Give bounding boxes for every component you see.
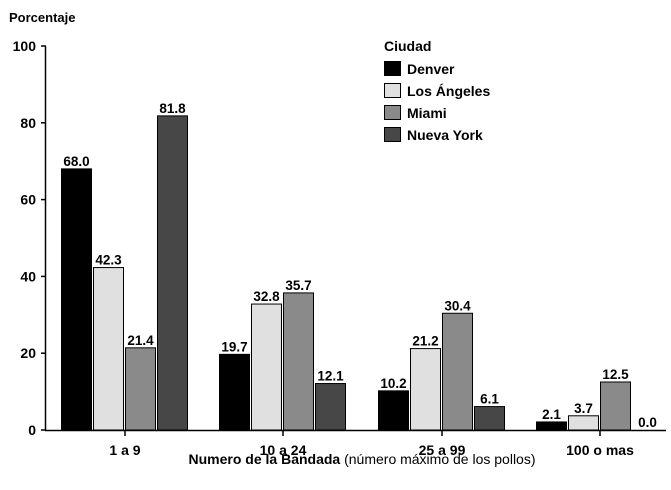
data-label: 0.0 bbox=[638, 415, 657, 430]
legend-title: Ciudad bbox=[384, 38, 431, 54]
y-ticks: 0 20 40 60 80 100 bbox=[13, 38, 46, 438]
bar-denver bbox=[61, 168, 92, 431]
x-tick-label: 1 a 9 bbox=[109, 442, 140, 458]
data-label: 2.1 bbox=[542, 407, 561, 422]
bar-nueva-york bbox=[315, 383, 346, 431]
bar-miami bbox=[442, 312, 473, 431]
x-tick-label: 10 a 24 bbox=[260, 442, 307, 458]
legend-label: Denver bbox=[407, 61, 455, 77]
legend-swatch bbox=[384, 61, 401, 76]
x-axis-title: Numero de la Bandada (número máximo de l… bbox=[189, 451, 536, 467]
y-tick-label: 20 bbox=[20, 345, 36, 361]
bar-miami bbox=[600, 381, 631, 431]
x-axis-title-main: Numero de la Bandada bbox=[189, 451, 341, 467]
y-tick-label: 0 bbox=[28, 422, 36, 438]
y-tick-label: 60 bbox=[20, 192, 36, 208]
data-label: 10.2 bbox=[380, 376, 406, 391]
legend: Ciudad Denver Los Ángeles Miami Nueva York bbox=[384, 38, 490, 143]
data-labels: 68.0 42.3 21.4 81.8 19.7 32.8 35.7 12.1 10.2 21.2… bbox=[63, 101, 657, 430]
x-axis-title-sub: (número máximo de los pollos) bbox=[340, 451, 535, 467]
bar-nueva-york bbox=[157, 115, 188, 431]
bar-denver bbox=[536, 421, 567, 431]
y-tick-label: 100 bbox=[13, 38, 37, 54]
bar-los-ángeles bbox=[93, 267, 124, 431]
data-label: 12.5 bbox=[602, 367, 629, 382]
data-label: 81.8 bbox=[159, 101, 186, 116]
legend-swatch bbox=[384, 105, 401, 120]
x-ticks: 1 a 9 10 a 24 25 a 99 100 o mas bbox=[109, 430, 634, 458]
data-label: 42.3 bbox=[95, 253, 122, 268]
bar-denver bbox=[219, 353, 250, 431]
legend-label: Miami bbox=[407, 105, 447, 121]
x-tick-label: 100 o mas bbox=[566, 442, 634, 458]
data-label: 32.8 bbox=[253, 289, 280, 304]
y-tick-label: 80 bbox=[20, 115, 36, 131]
x-tick-label: 25 a 99 bbox=[419, 442, 466, 458]
bar-denver bbox=[378, 390, 409, 431]
legend-label: Los Ángeles bbox=[407, 83, 490, 99]
legend-swatch bbox=[384, 83, 401, 98]
data-label: 19.7 bbox=[221, 339, 247, 354]
bar-los-ángeles bbox=[568, 415, 599, 431]
data-label: 12.1 bbox=[317, 369, 344, 384]
bar-miami bbox=[283, 292, 314, 431]
bar-nueva-york bbox=[474, 406, 505, 431]
data-label: 30.4 bbox=[444, 298, 471, 313]
bar-los-ángeles bbox=[251, 303, 282, 431]
bar-miami bbox=[125, 347, 156, 431]
y-tick-label: 40 bbox=[20, 268, 36, 284]
data-label: 21.2 bbox=[412, 334, 438, 349]
y-axis-label: Porcentaje bbox=[9, 10, 75, 25]
data-label: 6.1 bbox=[480, 392, 499, 407]
legend-label: Nueva York bbox=[407, 127, 483, 143]
data-label: 35.7 bbox=[285, 278, 311, 293]
bar-los-ángeles bbox=[410, 348, 441, 431]
data-label: 68.0 bbox=[63, 154, 89, 169]
legend-swatch bbox=[384, 127, 401, 142]
data-label: 21.4 bbox=[127, 333, 154, 348]
bars bbox=[61, 115, 631, 431]
data-label: 3.7 bbox=[574, 401, 593, 416]
